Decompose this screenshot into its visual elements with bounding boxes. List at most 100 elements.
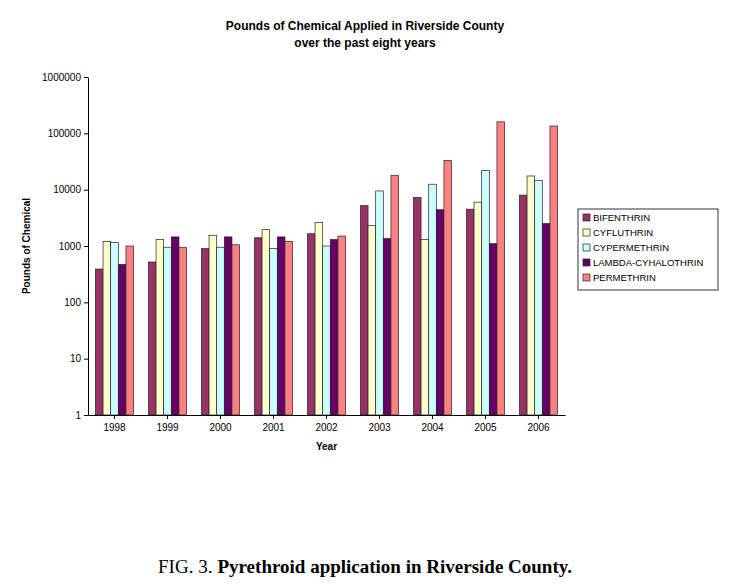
- legend-label: LAMBDA-CYHALOTHRIN: [593, 257, 703, 268]
- x-tick-label: 2006: [527, 422, 550, 433]
- x-tick-label: 2003: [368, 422, 391, 433]
- legend-swatch: [583, 229, 590, 236]
- y-tick: 1: [75, 410, 88, 421]
- bar: [338, 236, 346, 415]
- x-tick: 2004: [421, 415, 444, 433]
- plot: 1101001000100001000001000000199819992000…: [42, 72, 565, 433]
- bar: [360, 206, 368, 415]
- bar: [383, 239, 391, 415]
- bar: [489, 244, 497, 415]
- bar: [103, 242, 111, 415]
- x-tick-mark: [379, 415, 380, 419]
- bar: [232, 245, 240, 415]
- x-tick-mark: [114, 415, 115, 419]
- bar: [550, 126, 558, 415]
- y-tick-label: 100: [64, 297, 81, 308]
- bar: [217, 247, 225, 415]
- subtitle: over the past eight years: [294, 36, 436, 50]
- x-tick-mark: [326, 415, 327, 419]
- legend-label: PERMETHRIN: [593, 272, 656, 283]
- x-tick-label: 2001: [262, 422, 285, 433]
- x-tick: 2006: [527, 415, 550, 433]
- y-tick: 100: [64, 297, 88, 308]
- bar: [474, 202, 482, 415]
- y-tick-mark: [84, 246, 88, 247]
- bar: [315, 223, 323, 415]
- y-tick: 1000: [59, 241, 88, 252]
- x-tick-label: 2004: [421, 422, 444, 433]
- bar: [156, 240, 164, 415]
- legend-label: BIFENTHRIN: [593, 212, 650, 223]
- x-tick-mark: [273, 415, 274, 419]
- bar: [330, 240, 338, 415]
- x-tick-mark: [220, 415, 221, 419]
- bar: [307, 234, 315, 415]
- y-axis-line: [88, 78, 89, 416]
- bar: [535, 181, 543, 415]
- bar: [391, 175, 399, 415]
- y-axis: 1101001000100001000001000000: [42, 72, 88, 421]
- x-tick-mark: [432, 415, 433, 419]
- y-tick-label: 100000: [48, 128, 82, 139]
- legend: BIFENTHRIN CYFLUTHRIN CYPERMETHRIN LAMBDA-C…: [578, 209, 718, 290]
- y-tick-label: 10000: [53, 184, 81, 195]
- bar: [376, 191, 384, 415]
- bar: [497, 122, 505, 415]
- legend-label: CYFLUTHRIN: [593, 227, 653, 238]
- bar: [285, 242, 293, 415]
- x-tick-label: 2002: [315, 422, 338, 433]
- legend-label: CYPERMETHRIN: [593, 242, 669, 253]
- bar: [429, 184, 437, 415]
- y-tick-mark: [84, 190, 88, 191]
- bar: [148, 262, 156, 415]
- x-tick-label: 2000: [209, 422, 232, 433]
- bar: [542, 224, 550, 415]
- x-tick-mark: [485, 415, 486, 419]
- y-tick-mark: [84, 415, 88, 416]
- legend-swatch: [583, 274, 590, 281]
- caption: FIG. 3.Pyrethroid application in Riversi…: [158, 556, 572, 577]
- x-tick: 2005: [474, 415, 497, 433]
- legend-box: [578, 209, 718, 290]
- y-tick: 100000: [48, 128, 88, 139]
- bar: [436, 210, 444, 415]
- bar: [254, 238, 262, 415]
- bar: [482, 170, 490, 415]
- bar: [95, 269, 103, 415]
- y-axis-title: Pounds of Chemical: [21, 198, 32, 294]
- bar: [519, 195, 527, 415]
- bar: [466, 209, 474, 415]
- x-tick-mark: [167, 415, 168, 419]
- title: Pounds of Chemical Applied in Riverside …: [226, 19, 505, 33]
- legend-swatch: [583, 244, 590, 251]
- figure-label: FIG. 3.: [158, 556, 212, 577]
- y-tick-mark: [84, 359, 88, 360]
- bar: [164, 247, 172, 415]
- y-tick-label: 1: [75, 410, 81, 421]
- legend-swatch: [583, 259, 590, 266]
- x-axis-title: Year: [316, 441, 337, 452]
- bars: [95, 122, 557, 415]
- y-tick-mark: [84, 302, 88, 303]
- x-tick-label: 1998: [103, 422, 126, 433]
- bar: [527, 176, 535, 415]
- x-tick-label: 2005: [474, 422, 497, 433]
- y-tick: 1000000: [42, 72, 88, 83]
- bar: [179, 247, 187, 415]
- y-tick-mark: [84, 133, 88, 134]
- y-tick: 10000: [53, 184, 88, 195]
- bar: [209, 235, 217, 415]
- legend-swatch: [583, 214, 590, 221]
- bar: [368, 226, 376, 415]
- x-axis: 1998 1999 2000 2001 2002 2003 2004 2005 2006: [89, 415, 566, 433]
- bar: [262, 230, 270, 415]
- chart: 1101001000100001000001000000199819992000…: [0, 0, 730, 584]
- bar: [118, 264, 126, 415]
- bar: [444, 160, 452, 415]
- y-tick-mark: [84, 77, 88, 78]
- x-tick-label: 1999: [156, 422, 179, 433]
- bar: [421, 240, 429, 415]
- x-tick: 2003: [368, 415, 391, 433]
- bar: [201, 249, 209, 415]
- caption-text: Pyrethroid application in Riverside Coun…: [217, 556, 572, 577]
